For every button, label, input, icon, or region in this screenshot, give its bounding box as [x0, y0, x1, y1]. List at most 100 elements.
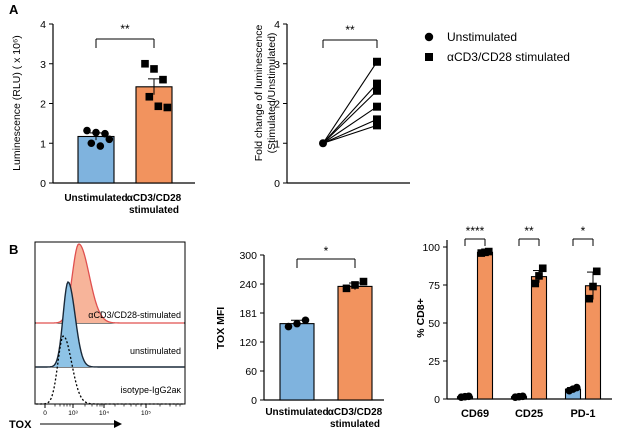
- b2-category-label-2: αCD3/CD28 stimulated: [328, 407, 383, 430]
- a2-ytick-label: 1: [274, 138, 280, 150]
- b3-ytick-labels: 0 25 50 75 100: [422, 242, 447, 406]
- b1-xtick-label: 10⁵: [141, 410, 151, 417]
- b3-category-labels: CD69 CD25 PD-1: [461, 408, 596, 420]
- b3-CD69-stim-bar: [476, 251, 494, 400]
- b3-PD-1-stim-point: [589, 282, 597, 291]
- b3-significance: ****: [466, 224, 485, 238]
- a1-stim-point: [141, 59, 149, 68]
- a1-stim-point: [145, 92, 154, 101]
- b2-unstim-bar: [279, 323, 315, 401]
- b2-stim-point: [342, 284, 351, 293]
- a2-pair-line: [322, 83, 378, 144]
- panel-label-a: A: [9, 2, 19, 17]
- b3-PD-1-stim-point: [592, 267, 601, 276]
- a2-ylabel: Fold change of luminescence(Stimulated/U…: [253, 25, 278, 162]
- legend-square-marker: [425, 53, 433, 61]
- b2-unstim-point: [284, 322, 293, 331]
- a2-point-stim: [373, 86, 381, 95]
- a1-ytick-label: 1: [40, 138, 46, 150]
- a2-point-stim: [373, 115, 381, 124]
- legend-circle-marker: [424, 32, 434, 42]
- a1-stim-point: [159, 75, 167, 84]
- b3-brackets: **** ** *: [464, 224, 594, 246]
- a2-pair-line: [322, 124, 378, 144]
- b1-xtick-label: 10⁴: [99, 410, 109, 417]
- b2-stim-point: [351, 281, 359, 289]
- b3-ylabel: % CD8+: [415, 298, 427, 337]
- b3-ytick-label: 50: [428, 318, 440, 330]
- a1-stim-point: [150, 65, 158, 73]
- a2-point-stim: [373, 79, 381, 88]
- b3-ytick-label: 100: [422, 242, 440, 254]
- a2-ytick-label: 3: [274, 59, 280, 71]
- b3-PD-1-stim-bar: [584, 285, 602, 400]
- panel-label-b: B: [9, 242, 18, 257]
- a1-ytick-label: 2: [40, 99, 46, 111]
- legend: Unstimulated αCD3/CD28 stimulated: [424, 30, 570, 64]
- a1-unstim-point: [101, 129, 109, 138]
- a1-unstim-point: [83, 126, 91, 135]
- b3-CD25-stim-point: [538, 264, 547, 273]
- a1-unstim-point: [87, 139, 96, 148]
- b1-xtick-label: 10³: [68, 410, 78, 417]
- b3-PD-1-unstim-point: [572, 383, 581, 392]
- b1-track-label-stimulated: αCD3/CD28-stimulated: [88, 310, 181, 320]
- a2-marks: [319, 57, 381, 148]
- b1-histogram-isotype: [36, 335, 184, 405]
- a1-category-label-1: Unstimulated: [64, 193, 127, 204]
- a2-pair-line: [322, 118, 378, 144]
- b3-CD69-stim-point: [484, 247, 493, 256]
- b1-xlabel-arrowhead: [114, 420, 122, 428]
- a2-ytick-label: 4: [274, 19, 280, 31]
- b2-category-label-1: Unstimulated: [265, 407, 328, 418]
- b1-track-label-isotype: isotype-IgG2aκ: [120, 385, 181, 395]
- b2-ytick-label: 240: [239, 279, 257, 291]
- legend-label-unstimulated: Unstimulated: [447, 30, 517, 44]
- a2-significance: **: [345, 23, 355, 37]
- a1-marks: [77, 59, 173, 184]
- a1-unstim-point: [105, 135, 114, 144]
- b3-marks: [456, 247, 602, 401]
- a1-stim-bar: [135, 86, 173, 184]
- b3-ytick-label: 75: [428, 280, 440, 292]
- b2-ytick-label: 120: [239, 337, 257, 349]
- a1-stim-point: [154, 102, 163, 111]
- b3-significance: *: [581, 224, 586, 238]
- b3-category-label: CD69: [461, 408, 489, 420]
- b1-histogram-unstimulated: [36, 280, 184, 368]
- b3-CD25-stim-point: [531, 279, 540, 288]
- b3-PD-1-stim-point: [585, 294, 594, 303]
- b3-category-label: PD-1: [570, 408, 595, 420]
- a1-unstim-bar: [77, 135, 115, 184]
- a1-ylabel: Luminescence (RLU) ( x 10⁶): [11, 35, 23, 171]
- b3-CD25-stim-point: [535, 272, 543, 280]
- b3-CD25-unstim-point: [518, 392, 527, 401]
- b2-ytick-label: 0: [251, 395, 257, 407]
- b3-ytick-label: 25: [428, 356, 440, 368]
- a1-unstim-point: [96, 142, 105, 150]
- legend-label-stimulated: αCD3/CD28 stimulated: [447, 50, 570, 64]
- a1-ytick-label: 3: [40, 59, 46, 71]
- a2-point-stim: [373, 102, 381, 111]
- b3-ytick-label: 0: [434, 394, 440, 406]
- a1-ytick-label: 0: [40, 178, 46, 190]
- b3-significance: **: [524, 224, 534, 238]
- b1-track-label-unstimulated: unstimulated: [130, 346, 181, 356]
- b2-ylabel: TOX MFI: [215, 307, 227, 349]
- chart-b2: TOX MFI 0 60 120 181 240 300 * Unstimulated α…: [215, 244, 384, 430]
- b1-xlabel: TOX: [9, 419, 32, 431]
- a2-pair-line: [322, 61, 378, 144]
- chart-b1-histogram: αCD3/CD28-stimulated unstimulated isotyp…: [9, 241, 186, 431]
- b2-unstim-point: [293, 319, 301, 328]
- b1-xticks: 0 10³ 10⁴ 10⁵: [43, 404, 181, 417]
- a2-pair-line: [322, 90, 378, 144]
- b2-stim-point: [359, 277, 368, 286]
- a2-point-unstim: [319, 139, 327, 148]
- b2-marks: [279, 277, 373, 401]
- b3-CD69-unstim-point: [464, 392, 473, 401]
- b2-ytick-label: 181: [239, 308, 257, 320]
- b3-category-label: CD25: [515, 408, 543, 420]
- a2-ytick-label: 2: [274, 99, 280, 111]
- b2-stim-bar: [337, 285, 373, 401]
